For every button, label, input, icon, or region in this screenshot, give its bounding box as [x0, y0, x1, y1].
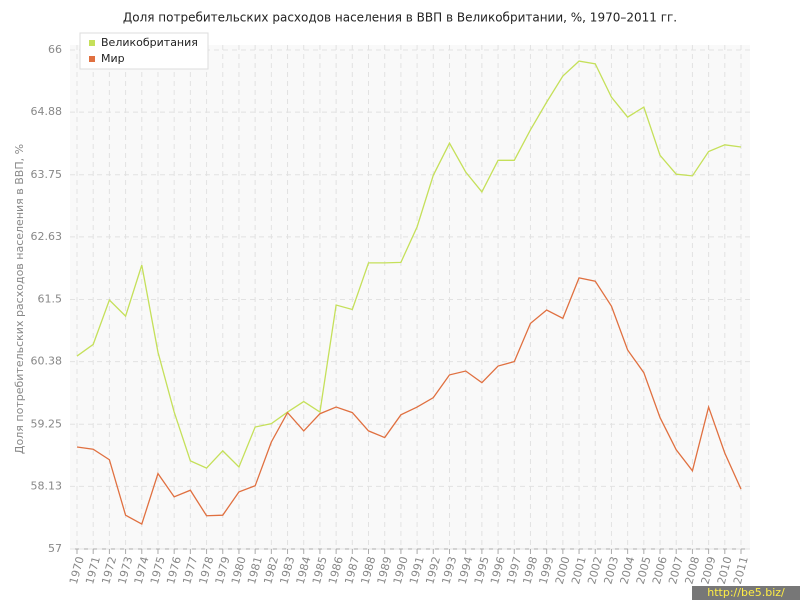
watermark: http://be5.biz/ — [707, 586, 785, 599]
legend-label: Мир — [101, 52, 125, 65]
line-series — [76, 60, 742, 469]
y-tick-label: 62.63 — [31, 230, 63, 243]
legend-swatch — [89, 56, 95, 62]
legend-swatch — [89, 40, 95, 46]
y-tick-label: 57 — [48, 542, 62, 555]
legend-label: Великобритания — [101, 36, 198, 49]
y-tick-label: 63.75 — [31, 168, 63, 181]
legend: Великобритания Мир — [79, 32, 209, 70]
chart-title: Доля потребительских расходов населения … — [123, 11, 677, 25]
y-tick-label: 66 — [48, 43, 62, 56]
y-tick-label: 60.38 — [31, 355, 63, 368]
watermark-bg — [692, 586, 800, 600]
plot-background — [70, 45, 750, 549]
y-tick-label: 59.25 — [31, 417, 63, 430]
legend-box — [79, 32, 209, 70]
y-tick-label: 58.13 — [31, 479, 63, 492]
y-tick-label: 64.88 — [31, 105, 63, 118]
y-tick-label: 61.5 — [38, 293, 63, 306]
line-series — [76, 277, 742, 525]
y-axis-label: Доля потребительских расходов населения … — [13, 144, 26, 454]
